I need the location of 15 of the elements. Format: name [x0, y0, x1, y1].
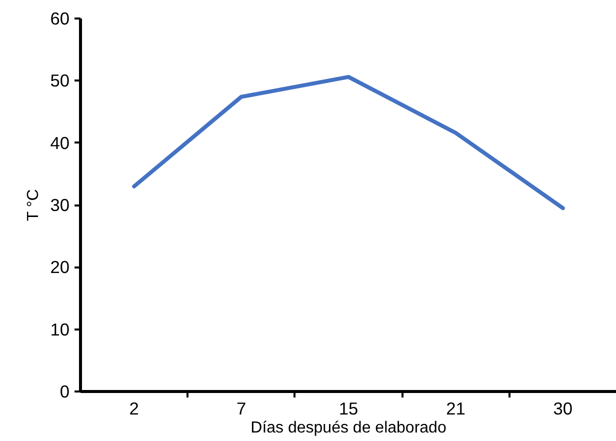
y-tick-label: 30	[50, 195, 70, 215]
x-tick-label: 21	[446, 398, 466, 418]
y-tick-label: 40	[50, 132, 70, 153]
x-tick-label: 2	[129, 398, 139, 418]
y-tick-label: 0	[60, 382, 70, 402]
y-tick-label: 50	[50, 70, 70, 91]
x-tick-label: 30	[553, 398, 573, 418]
y-tick-label: 60	[50, 8, 70, 28]
y-tick-label: 20	[50, 257, 70, 278]
x-tick-label: 7	[236, 398, 246, 418]
y-axis-title: T °C	[25, 189, 42, 222]
y-tick-label: 10	[50, 319, 70, 340]
line-series	[132, 74, 565, 210]
x-tick-label: 15	[338, 398, 358, 418]
x-axis-title: Días después de elaborado	[250, 420, 446, 436]
